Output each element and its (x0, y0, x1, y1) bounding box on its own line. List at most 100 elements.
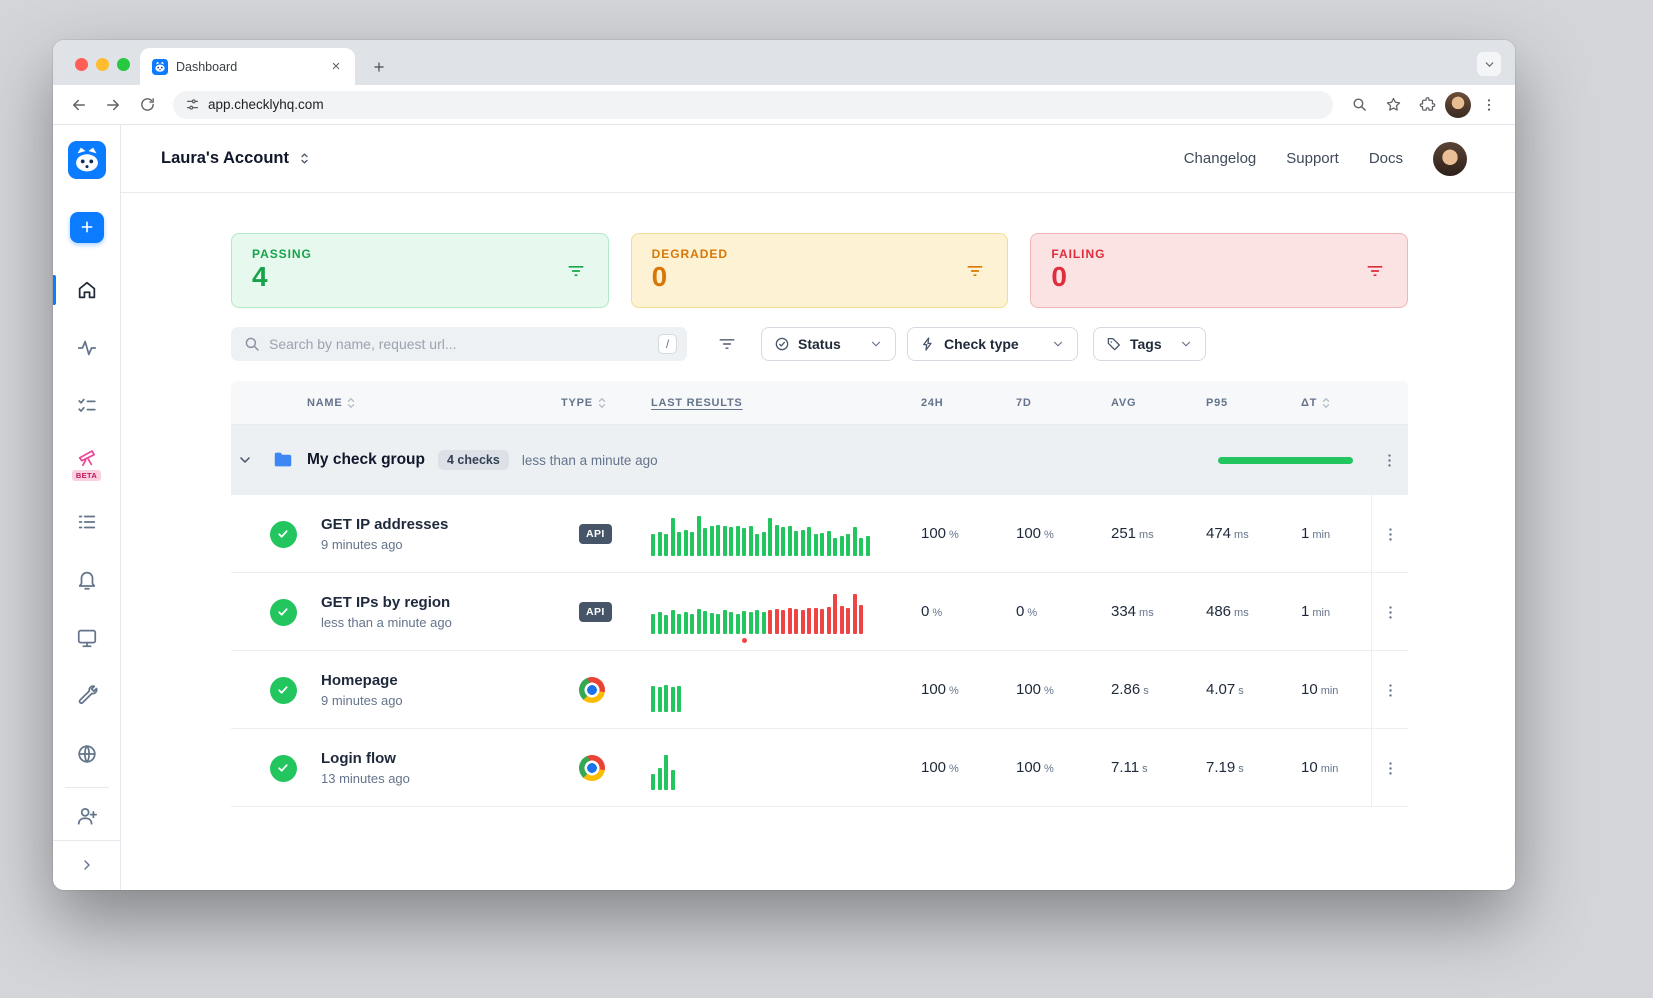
result-bar[interactable] (696, 609, 701, 634)
account-switcher[interactable]: Laura's Account (161, 149, 312, 168)
column-last-results[interactable]: LAST RESULTS (651, 396, 743, 409)
result-bar[interactable] (748, 612, 753, 634)
sidebar-item-dashboards[interactable] (53, 609, 120, 667)
address-bar[interactable]: app.checklyhq.com (173, 90, 1333, 119)
result-bar[interactable] (748, 526, 753, 556)
result-bar[interactable] (690, 532, 694, 556)
browser-profile-avatar[interactable] (1445, 91, 1471, 118)
result-bar[interactable] (774, 609, 779, 634)
sort-icon[interactable] (597, 397, 607, 409)
support-link[interactable]: Support (1286, 150, 1339, 167)
result-bar[interactable] (813, 534, 818, 556)
result-bar[interactable] (852, 594, 857, 634)
results-bar-chart[interactable] (651, 512, 901, 556)
result-bar[interactable] (716, 614, 720, 634)
zoom-indicator-button[interactable] (1343, 89, 1375, 121)
result-bar[interactable] (722, 526, 727, 556)
result-bar[interactable] (716, 525, 720, 556)
sidebar-item-logs[interactable] (53, 493, 120, 551)
check-name[interactable]: Login flow (321, 750, 396, 767)
result-bar[interactable] (826, 607, 831, 634)
result-bar[interactable] (787, 608, 792, 634)
result-bar[interactable] (820, 609, 824, 634)
row-menu-button[interactable] (1371, 651, 1408, 729)
result-bar[interactable] (677, 614, 681, 634)
result-bar[interactable] (742, 528, 746, 556)
results-bar-chart[interactable] (651, 668, 901, 712)
status-dropdown[interactable]: Status (761, 327, 896, 361)
failing-card[interactable]: FAILING 0 (1030, 233, 1409, 308)
browser-tab[interactable]: Dashboard × (140, 48, 355, 85)
tags-dropdown[interactable]: Tags (1093, 327, 1206, 361)
minimize-window-button[interactable] (96, 58, 109, 71)
table-filter-button[interactable] (717, 334, 737, 354)
result-bar[interactable] (839, 536, 844, 556)
docs-link[interactable]: Docs (1368, 150, 1403, 167)
result-bar[interactable] (820, 533, 824, 556)
row-menu-button[interactable] (1371, 573, 1408, 651)
result-bar[interactable] (677, 686, 681, 712)
sidebar-collapse-button[interactable] (53, 839, 120, 890)
result-bar[interactable] (729, 612, 733, 634)
row-menu-button[interactable] (1371, 729, 1408, 807)
row-menu-button[interactable] (1371, 495, 1408, 573)
result-bar[interactable] (670, 518, 675, 556)
column-name[interactable]: NAME (307, 397, 561, 409)
result-bar[interactable] (651, 614, 655, 634)
result-bar[interactable] (859, 605, 863, 634)
sidebar-item-private-locations[interactable] (53, 725, 120, 783)
result-bar[interactable] (833, 594, 837, 634)
group-expand-button[interactable] (231, 452, 259, 468)
check-name[interactable]: GET IPs by region (321, 594, 451, 611)
forward-button[interactable] (97, 89, 129, 121)
sidebar-item-home[interactable] (53, 261, 120, 319)
sidebar-item-activity[interactable] (53, 319, 120, 377)
result-bar[interactable] (813, 608, 818, 634)
passing-card[interactable]: PASSING 4 (231, 233, 609, 308)
result-bar[interactable] (657, 612, 662, 634)
result-bar[interactable] (690, 614, 694, 634)
result-bar[interactable] (781, 527, 785, 556)
check-row[interactable]: GET IPs by region less than a minute ago… (231, 573, 1408, 651)
result-bar[interactable] (703, 528, 707, 556)
result-bar[interactable] (846, 608, 850, 634)
result-bar[interactable] (709, 526, 714, 556)
result-bar[interactable] (651, 774, 655, 790)
result-bar[interactable] (696, 516, 701, 556)
filter-icon[interactable] (965, 261, 985, 281)
bookmark-button[interactable] (1377, 89, 1409, 121)
reload-button[interactable] (131, 89, 163, 121)
result-bar[interactable] (657, 532, 662, 556)
result-bar[interactable] (735, 526, 740, 556)
check-name[interactable]: GET IP addresses (321, 516, 449, 533)
result-bar[interactable] (670, 687, 675, 712)
search-input[interactable] (231, 327, 687, 361)
result-bar[interactable] (657, 687, 662, 712)
result-bar[interactable] (677, 532, 681, 556)
result-bar[interactable] (807, 608, 811, 634)
result-bar[interactable] (807, 527, 811, 556)
result-bar[interactable] (800, 610, 805, 634)
check-group-row[interactable]: My check group 4 checks less than a minu… (231, 425, 1408, 495)
filter-icon[interactable] (566, 261, 586, 281)
result-bar[interactable] (670, 770, 675, 790)
check-row[interactable]: Login flow 13 minutes ago 100% 100% 7.11… (231, 729, 1408, 807)
result-bar[interactable] (657, 768, 662, 790)
filter-icon[interactable] (1365, 261, 1385, 281)
result-bar[interactable] (794, 609, 798, 634)
check-row[interactable]: GET IP addresses 9 minutes ago API 100% … (231, 495, 1408, 573)
result-bar[interactable] (774, 525, 779, 556)
check-type-dropdown[interactable]: Check type (907, 327, 1078, 361)
sidebar-item-checks[interactable] (53, 377, 120, 435)
column-dt[interactable]: ΔT (1281, 397, 1371, 409)
result-bar[interactable] (755, 610, 759, 634)
result-bar[interactable] (729, 527, 733, 556)
zoom-window-button[interactable] (117, 58, 130, 71)
result-bar[interactable] (664, 755, 668, 790)
close-window-button[interactable] (75, 58, 88, 71)
checkly-logo[interactable] (67, 141, 106, 179)
result-bar[interactable] (683, 612, 688, 634)
result-bar[interactable] (768, 610, 772, 634)
result-bar[interactable] (761, 532, 766, 556)
result-bar[interactable] (846, 534, 850, 556)
